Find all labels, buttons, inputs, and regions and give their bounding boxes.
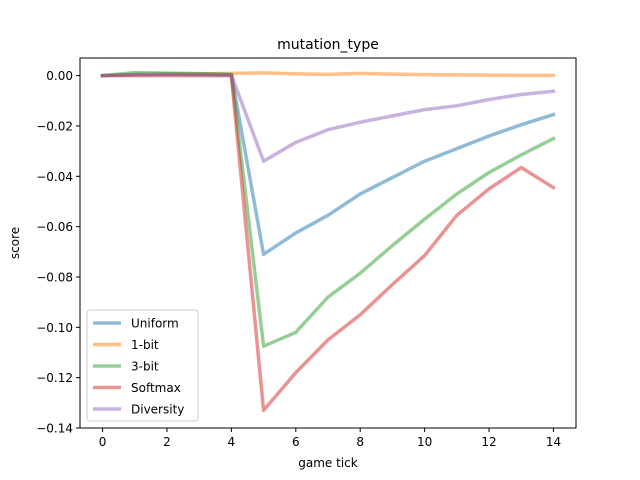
legend-box: [86, 309, 199, 422]
x-tick-label: 6: [292, 435, 300, 449]
series-layer: [100, 70, 556, 413]
x-tick-label: 10: [417, 435, 432, 449]
x-tick-label: 14: [546, 435, 561, 449]
y-tick-label: −0.12: [36, 371, 73, 385]
y-tick-label: −0.02: [36, 119, 73, 133]
legend-label-1-bit: 1-bit: [131, 338, 159, 352]
x-tick-label: 2: [163, 435, 171, 449]
y-tick-label: −0.08: [36, 270, 73, 284]
series-line-diversity: [100, 72, 556, 163]
legend: Uniform 1-bit 3-bit Softmax Diversity: [86, 309, 199, 422]
x-tick-label: 4: [228, 435, 236, 449]
y-tick-label: −0.10: [36, 321, 73, 335]
y-axis: 0.00 −0.02 −0.04 −0.06 −0.08 −0.10 −0.12 −0.14: [36, 69, 80, 436]
legend-label-uniform: Uniform: [131, 317, 179, 331]
x-axis: 0 2 4 6 8 10 12 14: [99, 428, 561, 449]
x-tick-label: 12: [481, 435, 496, 449]
legend-label-3-bit: 3-bit: [131, 360, 159, 374]
y-tick-label: −0.14: [36, 422, 73, 436]
x-tick-label: 8: [356, 435, 364, 449]
y-tick-label: −0.06: [36, 220, 73, 234]
series-line-3-bit: [100, 70, 556, 348]
y-tick-label: −0.04: [36, 170, 73, 184]
chart-title: mutation_type: [277, 37, 379, 53]
legend-label-diversity: Diversity: [131, 403, 184, 417]
plot-frame: [79, 57, 577, 429]
x-axis-label: game tick: [298, 456, 357, 470]
legend-label-softmax: Softmax: [131, 381, 181, 395]
x-tick-label: 0: [99, 435, 107, 449]
y-tick-label: 0.00: [46, 69, 73, 83]
y-axis-label: score: [8, 227, 22, 259]
